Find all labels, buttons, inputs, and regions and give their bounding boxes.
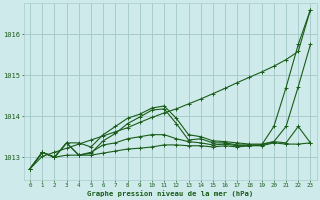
X-axis label: Graphe pression niveau de la mer (hPa): Graphe pression niveau de la mer (hPa) [87,190,253,197]
